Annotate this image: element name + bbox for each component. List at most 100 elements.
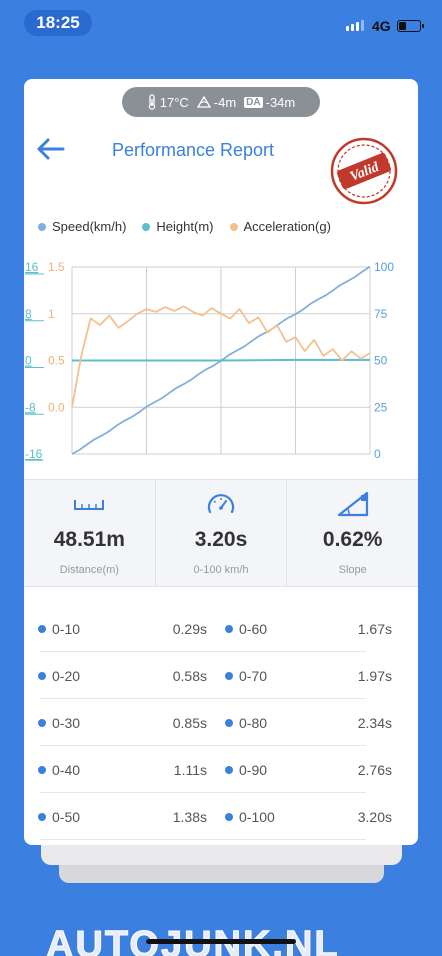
split-label: 0-80 — [239, 714, 268, 731]
density-altitude-badge: DA — [244, 96, 263, 108]
acceleration-axis-tick: 0.5 — [48, 354, 65, 368]
height-axis-tick: 0 — [25, 354, 32, 368]
legend-speed[interactable]: Speed(km/h) — [38, 219, 126, 234]
status-time: 18:25 — [24, 10, 92, 36]
home-indicator[interactable] — [146, 939, 296, 944]
slope-icon — [337, 491, 368, 517]
split-label: 0-30 — [52, 714, 81, 731]
split-value: 3.20s — [357, 808, 392, 825]
split-value: 1.67s — [357, 620, 392, 637]
status-bar: 18:25 4G — [0, 0, 442, 46]
split-label: 0-70 — [239, 667, 268, 684]
acceleration-time-label: 0-100 km/h — [193, 564, 249, 576]
table-row: 0-40 1.11s 0-90 2.76s — [24, 746, 418, 793]
height-axis-tick: -16 — [25, 447, 43, 461]
speed-axis-tick: 75 — [374, 307, 388, 321]
split-label: 0-90 — [239, 761, 268, 778]
legend-acceleration-dot — [229, 222, 238, 231]
row-divider — [40, 792, 366, 793]
network-label: 4G — [372, 18, 391, 34]
split-value: 1.97s — [357, 667, 392, 684]
temperature-item: 17°C — [147, 94, 189, 110]
acceleration-time-value: 3.20s — [194, 528, 248, 551]
metric-distance: 48.51m Distance(m) — [24, 480, 155, 586]
acceleration-axis-tick: 1.5 — [48, 260, 65, 274]
distance-value: 48.51m — [53, 528, 125, 551]
split-value: 2.34s — [357, 714, 392, 731]
split-value: 1.11s — [173, 761, 207, 778]
metric-acceleration-time: 3.20s 0-100 km/h — [154, 480, 287, 586]
split-label: 0-50 — [52, 808, 81, 825]
split-label: 0-20 — [52, 667, 81, 684]
ruler-icon — [74, 500, 105, 510]
legend-speed-dot — [38, 222, 46, 231]
slope-value: 0.62% — [322, 528, 383, 551]
split-value: 0.85s — [172, 714, 207, 731]
acceleration-axis-tick: 0.0 — [48, 400, 65, 414]
table-row: 0-50 1.38s 0-100 3.20s — [24, 793, 418, 840]
legend-height-label: Height(m) — [156, 219, 214, 234]
acceleration-line — [71, 305, 371, 408]
bullet-dot-icon — [38, 624, 46, 633]
metrics-panel: 48.51m Distance(m) 3.20s 0-100 km/h — [24, 479, 418, 587]
speedometer-icon — [207, 494, 235, 514]
legend-height[interactable]: Height(m) — [142, 219, 214, 234]
split-label: 0-10 — [52, 620, 81, 637]
bullet-dot-icon — [225, 718, 233, 727]
legend-speed-label: Speed(km/h) — [52, 219, 127, 234]
slope-label: Slope — [338, 564, 367, 576]
split-value: 0.58s — [172, 667, 207, 684]
height-axis-tick: 16 — [25, 260, 39, 274]
speed-axis-tick: 0 — [374, 447, 381, 461]
split-times-table: 0-10 0.29s 0-60 1.67s 0-20 0.58s 0-70 1.… — [24, 605, 418, 840]
split-label: 0-100 — [239, 808, 275, 825]
mountain-icon — [196, 96, 211, 108]
density-altitude-value: -34m — [265, 94, 296, 110]
thermometer-icon — [148, 94, 155, 110]
altitude-value: -4m — [213, 94, 237, 110]
table-row: 0-20 0.58s 0-70 1.97s — [24, 652, 418, 699]
split-label: 0-40 — [52, 761, 81, 778]
back-arrow-icon[interactable] — [34, 135, 66, 163]
signal-icon — [346, 20, 364, 31]
density-altitude-item: DA -34m — [244, 95, 295, 110]
battery-icon — [397, 20, 424, 32]
valid-stamp: Valid — [330, 137, 398, 205]
report-card: 17°C -4m DA -34m Performance Report Vali… — [24, 79, 418, 845]
speed-axis-tick: 25 — [374, 400, 388, 414]
metric-slope: 0.62% Slope — [286, 480, 418, 586]
table-row: 0-30 0.85s 0-80 2.34s — [24, 699, 418, 746]
row-divider — [40, 698, 366, 699]
table-row: 0-10 0.29s 0-60 1.67s — [24, 605, 418, 652]
height-line — [72, 358, 370, 362]
acceleration-axis-tick: 1 — [48, 307, 55, 321]
altitude-item: -4m — [196, 94, 237, 110]
split-value: 2.76s — [357, 761, 392, 778]
bullet-dot-icon — [225, 671, 233, 680]
row-divider — [40, 745, 366, 746]
bullet-dot-icon — [225, 812, 233, 821]
bullet-dot-icon — [38, 718, 46, 727]
legend-acceleration-label: Acceleration(g) — [243, 219, 331, 234]
height-axis-tick: -8 — [25, 400, 36, 414]
chart-legend: Speed(km/h) Height(m) Acceleration(g) — [38, 219, 406, 234]
legend-acceleration[interactable]: Acceleration(g) — [229, 219, 331, 234]
distance-label: Distance(m) — [59, 564, 119, 576]
bullet-dot-icon — [38, 671, 46, 680]
speed-axis-tick: 100 — [374, 260, 394, 274]
bullet-dot-icon — [38, 765, 46, 774]
split-value: 1.38s — [172, 808, 207, 825]
speed-axis-tick: 50 — [374, 354, 388, 368]
height-axis-tick: 8 — [25, 307, 32, 321]
environment-pill: 17°C -4m DA -34m — [122, 87, 320, 117]
performance-chart: 16 8 0 -8 -16 1.5 1 0.5 0.0 100 75 50 25 0 — [25, 260, 394, 461]
split-label: 0-60 — [239, 620, 268, 637]
page-title: Performance Report — [111, 140, 275, 160]
bullet-dot-icon — [225, 624, 233, 633]
bullet-dot-icon — [225, 765, 233, 774]
row-divider — [40, 839, 366, 840]
row-divider — [40, 651, 366, 652]
bullet-dot-icon — [38, 812, 46, 821]
temperature-value: 17°C — [159, 94, 189, 110]
split-value: 0.29s — [172, 620, 207, 637]
